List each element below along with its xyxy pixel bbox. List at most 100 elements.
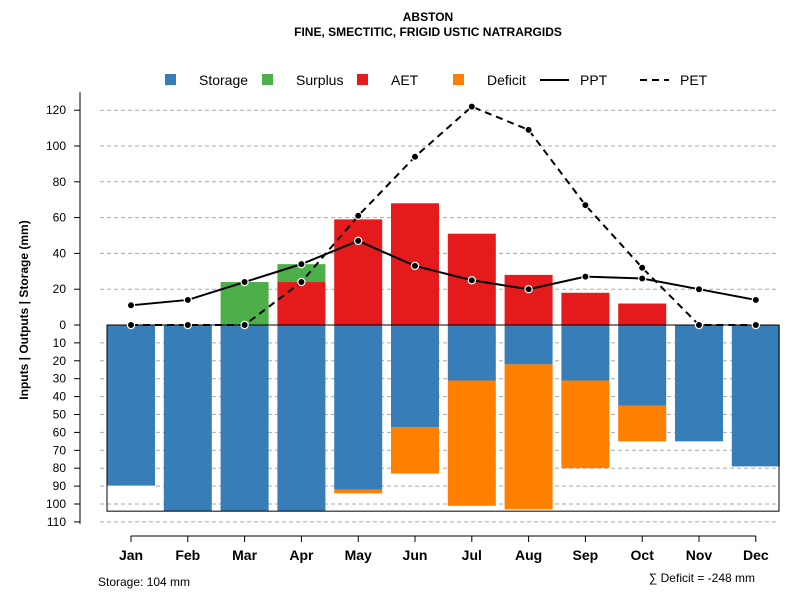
pet-point-nov <box>694 320 704 330</box>
y-tick-label: 30 <box>53 372 67 386</box>
pet-point-apr <box>297 277 306 287</box>
line-layer <box>126 102 761 330</box>
storage-bar-jan <box>107 325 155 487</box>
pet-point-may <box>354 211 363 221</box>
y-axis-label: Inputs | Outputs | Storage (mm) <box>17 220 31 399</box>
ppt-point-mar <box>240 277 249 287</box>
chart-legend: Storage Surplus AET Deficit PPT PET <box>165 72 708 88</box>
aet-bar-sep <box>561 292 610 325</box>
legend-swatch-aet <box>357 74 368 85</box>
ppt-point-jul <box>467 276 476 285</box>
deficit-bar-oct <box>618 405 667 442</box>
legend-swatch-surplus <box>262 74 273 85</box>
pet-point-oct <box>638 263 647 272</box>
aet-bar-apr <box>277 282 326 325</box>
y-tick-label: 20 <box>53 354 67 368</box>
y-tick-label: 50 <box>53 408 67 422</box>
x-tick-label-mar: Mar <box>232 547 257 563</box>
chart-subtitle: FINE, SMECTITIC, FRIGID USTIC NATRARGIDS <box>294 25 562 39</box>
ppt-point-apr <box>297 259 306 269</box>
ppt-point-nov <box>694 285 704 294</box>
storage-bar-sep <box>561 325 610 381</box>
ppt-point-jun <box>410 261 420 271</box>
grid-lines <box>100 109 779 523</box>
storage-bar-jul <box>447 325 496 381</box>
deficit-bar-jul <box>447 380 496 506</box>
y-tick-label: 90 <box>53 479 67 493</box>
chart-title: ABSTON <box>403 10 453 24</box>
x-tick-label-nov: Nov <box>686 547 713 563</box>
y-tick-label: 10 <box>53 336 67 350</box>
y-tick-label: 40 <box>53 246 67 260</box>
y-tick-label: 120 <box>46 103 66 117</box>
deficit-note: ∑ Deficit = -248 mm <box>649 571 755 585</box>
ppt-point-dec <box>751 295 761 305</box>
y-tick-label: 20 <box>53 282 67 296</box>
deficit-bar-jun <box>391 427 439 474</box>
bar-layer <box>107 203 780 512</box>
legend-label-ppt: PPT <box>580 72 608 88</box>
y-tick-label: 100 <box>46 497 66 511</box>
legend-label-pet: PET <box>680 72 708 88</box>
deficit-bar-sep <box>561 380 610 469</box>
pet-point-sep <box>581 200 590 210</box>
legend-label-surplus: Surplus <box>296 72 343 88</box>
x-tick-label-may: May <box>345 547 372 563</box>
storage-bar-jun <box>391 325 439 428</box>
ppt-point-may <box>354 236 363 246</box>
y-tick-label: 80 <box>53 461 67 475</box>
storage-bar-oct <box>618 325 667 406</box>
x-tick-label-aug: Aug <box>515 547 542 563</box>
legend-label-deficit: Deficit <box>487 72 526 88</box>
legend-swatch-deficit <box>453 74 464 85</box>
y-tick-label: 40 <box>53 390 67 404</box>
pet-point-mar <box>240 320 249 330</box>
storage-bar-nov <box>675 325 723 442</box>
pet-point-jan <box>126 320 136 330</box>
y-tick-label: 60 <box>53 425 67 439</box>
pet-point-jul <box>467 102 476 111</box>
legend-label-storage: Storage <box>199 72 248 88</box>
aet-bar-aug <box>504 274 553 325</box>
storage-bar-apr <box>277 325 326 512</box>
legend-swatch-storage <box>165 74 176 85</box>
ppt-point-aug <box>524 285 533 294</box>
storage-bar-mar <box>220 325 269 512</box>
y-tick-label: 110 <box>47 515 66 529</box>
y-tick-label: 70 <box>53 443 67 457</box>
ppt-point-oct <box>638 274 647 283</box>
x-tick-label-jun: Jun <box>403 547 428 563</box>
pet-point-aug <box>524 125 533 135</box>
y-tick-label: 80 <box>53 175 67 189</box>
storage-bar-dec <box>731 325 780 467</box>
aet-bar-oct <box>618 303 667 325</box>
storage-bar-may <box>334 325 383 490</box>
axes: 0 20 40 60 80 100 120 10 20 30 40 50 60 70 80 90 100 110 J… <box>46 92 769 563</box>
pet-point-dec <box>751 320 761 330</box>
x-tick-label-apr: Apr <box>289 547 314 563</box>
x-tick-label-feb: Feb <box>175 547 200 563</box>
ppt-point-sep <box>581 272 590 281</box>
legend-label-aet: AET <box>391 72 419 88</box>
x-tick-label-jan: Jan <box>119 547 143 563</box>
x-tick-label-jul: Jul <box>462 547 482 563</box>
y-tick-label: 60 <box>53 211 67 225</box>
storage-capacity-box <box>106 324 780 512</box>
storage-frame <box>106 324 780 512</box>
x-tick-label-dec: Dec <box>743 547 769 563</box>
storage-bar-aug <box>504 325 553 365</box>
storage-note: Storage: 104 mm <box>98 575 190 589</box>
surplus-bar-mar <box>220 282 269 325</box>
y-tick-label: 0 <box>59 318 66 332</box>
x-tick-label-oct: Oct <box>631 547 655 563</box>
y-tick-label: 100 <box>46 139 66 153</box>
deficit-bar-aug <box>504 364 553 510</box>
storage-bar-feb <box>163 325 212 512</box>
x-tick-label-sep: Sep <box>573 547 599 563</box>
ppt-point-feb <box>183 295 192 305</box>
pet-point-jun <box>410 152 420 161</box>
pet-point-feb <box>183 320 192 330</box>
ppt-line <box>130 239 756 307</box>
ppt-point-jan <box>126 301 136 310</box>
